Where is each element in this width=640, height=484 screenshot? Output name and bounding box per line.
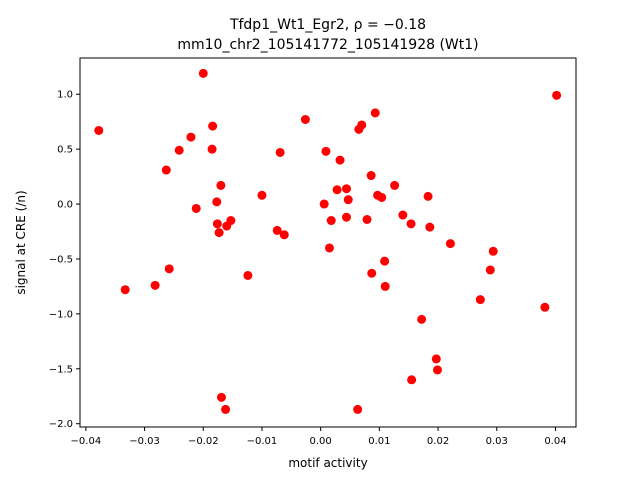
data-point-48 xyxy=(407,375,417,385)
chart-title-line1: Tfdp1_Wt1_Egr2, ρ = −0.18 xyxy=(229,17,426,33)
data-point-32 xyxy=(341,184,351,194)
x-tick-label: 0.01 xyxy=(368,436,390,447)
data-point-0 xyxy=(94,125,104,135)
data-point-58 xyxy=(540,302,550,312)
data-point-53 xyxy=(432,365,442,375)
data-point-13 xyxy=(214,228,224,238)
data-point-39 xyxy=(367,268,377,278)
data-point-54 xyxy=(445,239,455,249)
data-point-52 xyxy=(431,354,441,364)
y-tick-label: −2.0 xyxy=(49,419,73,430)
data-point-11 xyxy=(212,197,222,207)
y-tick-label: −1.5 xyxy=(49,364,73,375)
x-tick-label: 0.02 xyxy=(427,436,449,447)
data-point-27 xyxy=(324,243,334,253)
x-tick-label: 0.03 xyxy=(486,436,508,447)
data-point-43 xyxy=(380,256,390,266)
data-point-29 xyxy=(332,185,342,195)
data-point-2 xyxy=(150,280,160,290)
data-point-23 xyxy=(279,230,289,240)
data-point-59 xyxy=(552,90,562,100)
data-point-51 xyxy=(425,222,435,232)
x-axis-ticks: −0.04 −0.03 −0.02 −0.01 0.00 0.01 0.02 0.03 0.04 xyxy=(71,427,567,447)
data-point-34 xyxy=(353,404,363,414)
data-point-37 xyxy=(362,214,372,224)
x-tick-label: −0.03 xyxy=(129,436,160,447)
data-point-16 xyxy=(221,404,231,414)
data-point-6 xyxy=(186,132,196,142)
chart-title-line2: mm10_chr2_105141772_105141928 (Wt1) xyxy=(177,37,478,53)
data-point-18 xyxy=(226,216,236,226)
y-tick-label: −0.5 xyxy=(49,254,73,265)
data-point-45 xyxy=(390,180,400,190)
data-point-24 xyxy=(300,115,310,124)
data-point-31 xyxy=(341,212,351,222)
data-point-10 xyxy=(208,121,218,131)
y-tick-label: 1.0 xyxy=(57,90,73,101)
data-point-14 xyxy=(216,180,226,190)
x-tick-label: −0.02 xyxy=(188,436,219,447)
y-tick-label: 0.0 xyxy=(57,200,73,211)
plot-area-frame xyxy=(79,57,577,428)
data-point-57 xyxy=(488,246,498,256)
data-point-36 xyxy=(357,120,367,130)
data-point-42 xyxy=(377,192,387,202)
data-point-44 xyxy=(380,281,390,291)
x-tick-label: 0.00 xyxy=(310,436,332,447)
x-tick-label: −0.01 xyxy=(247,436,278,447)
y-axis-ticks: −2.0 −1.5 −1.0 −0.5 0.0 0.5 1.0 xyxy=(49,90,80,430)
data-point-9 xyxy=(207,144,217,154)
data-point-4 xyxy=(164,264,174,274)
data-point-7 xyxy=(191,203,201,213)
data-point-20 xyxy=(257,190,267,200)
y-axis-label: signal at CRE (/n) xyxy=(14,190,28,294)
data-point-28 xyxy=(326,216,336,226)
data-point-12 xyxy=(212,219,222,229)
data-point-55 xyxy=(475,295,485,305)
data-point-26 xyxy=(321,146,331,156)
x-axis-label: motif activity xyxy=(288,456,367,470)
data-point-8 xyxy=(198,68,208,78)
data-point-3 xyxy=(161,165,171,175)
data-point-33 xyxy=(343,195,353,205)
data-point-15 xyxy=(216,392,226,402)
data-point-1 xyxy=(120,285,130,295)
data-point-46 xyxy=(398,210,408,220)
data-point-50 xyxy=(423,191,433,201)
data-point-19 xyxy=(243,270,253,280)
data-point-25 xyxy=(319,199,329,209)
data-point-22 xyxy=(275,147,285,157)
scatter-points xyxy=(94,68,562,414)
y-tick-label: −1.0 xyxy=(49,309,73,320)
data-point-56 xyxy=(485,265,495,275)
data-point-30 xyxy=(335,155,345,165)
data-point-40 xyxy=(370,108,380,118)
data-point-38 xyxy=(366,171,376,181)
y-tick-label: 0.5 xyxy=(57,145,73,156)
data-point-49 xyxy=(417,314,427,324)
x-tick-label: 0.04 xyxy=(544,436,566,447)
data-point-21 xyxy=(272,225,282,235)
data-point-5 xyxy=(174,145,184,155)
data-point-47 xyxy=(406,219,416,229)
x-tick-label: −0.04 xyxy=(71,436,102,447)
